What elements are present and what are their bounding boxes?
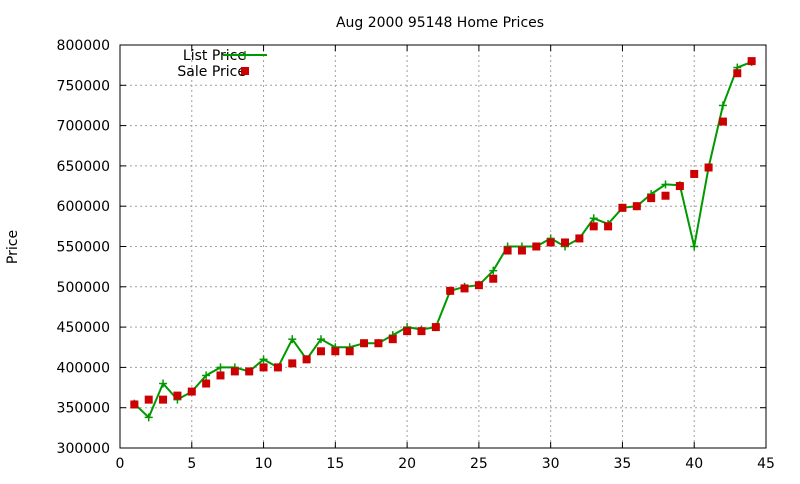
- list-price-point: [288, 335, 297, 344]
- sale-price-point: [546, 238, 555, 247]
- sale-price-point: [216, 371, 225, 380]
- legend-label-sale-price: Sale Price: [177, 64, 246, 80]
- list-price-point: [690, 242, 699, 251]
- y-tick-label: 450000: [57, 320, 110, 336]
- sale-price-point: [503, 246, 512, 255]
- chart-title: Aug 2000 95148 Home Prices: [336, 15, 544, 31]
- sale-price-point: [230, 367, 239, 376]
- sale-price-point: [675, 182, 684, 191]
- sale-price-point: [388, 335, 397, 344]
- sale-price-point: [187, 387, 196, 396]
- list-price-point: [589, 214, 598, 223]
- x-tick-label: 0: [116, 456, 125, 472]
- sale-price-point: [474, 281, 483, 290]
- x-tick-label: 5: [187, 456, 196, 472]
- sale-price-point: [202, 379, 211, 388]
- x-tick-label: 35: [614, 456, 632, 472]
- sale-price-point: [374, 339, 383, 348]
- sale-price-point: [446, 286, 455, 295]
- list-price-point: [661, 180, 670, 189]
- sale-price-point: [159, 395, 168, 404]
- sale-price-point: [345, 347, 354, 356]
- sale-price-point: [618, 203, 627, 212]
- y-tick-label: 550000: [57, 240, 110, 256]
- sale-price-point: [460, 284, 469, 293]
- sale-price-point: [417, 327, 426, 336]
- legend-label-list-price: List Price: [183, 48, 246, 64]
- sale-price-point: [704, 163, 713, 172]
- sale-price-point: [144, 395, 153, 404]
- list-price-point: [216, 363, 225, 372]
- sale-price-point: [517, 246, 526, 255]
- y-tick-label: 300000: [57, 441, 110, 457]
- y-tick-label: 400000: [57, 360, 110, 376]
- sale-price-point: [589, 222, 598, 231]
- y-tick-label: 500000: [57, 280, 110, 296]
- sale-price-point: [575, 234, 584, 243]
- list-price-point: [718, 101, 727, 110]
- y-tick-label: 350000: [57, 401, 110, 417]
- list-price-line: [133, 60, 753, 420]
- list-price-point: [489, 266, 498, 275]
- legend-swatch-sale-price: [241, 67, 249, 75]
- list-price-point: [202, 371, 211, 380]
- sale-price-point: [316, 347, 325, 356]
- x-tick-label: 25: [470, 456, 488, 472]
- sale-price-point: [173, 391, 182, 400]
- sale-price-point: [403, 327, 412, 336]
- legend: List Price Sale Price: [177, 48, 267, 80]
- x-tick-label: 45: [757, 456, 775, 472]
- sale-price-point: [747, 57, 756, 66]
- axis-ticks: 0 5 10 15 20 25 30 35 40 45 300000 350000 400000 4500…: [57, 38, 775, 472]
- sale-price-point: [632, 202, 641, 211]
- sale-price-point: [302, 355, 311, 364]
- x-tick-label: 20: [398, 456, 416, 472]
- sale-price-point: [273, 363, 282, 372]
- sale-price-point: [733, 69, 742, 78]
- y-tick-label: 700000: [57, 119, 110, 135]
- sale-price-point: [245, 367, 254, 376]
- sale-price-point: [690, 169, 699, 178]
- list-price-point: [159, 379, 168, 388]
- x-tick-label: 30: [542, 456, 560, 472]
- list-price-point: [259, 355, 268, 364]
- legend-marker-list-price: [241, 51, 249, 59]
- list-price-point: [144, 413, 153, 422]
- y-axis-label: Price: [5, 230, 21, 264]
- sale-price-point: [661, 191, 670, 200]
- x-tick-label: 15: [326, 456, 344, 472]
- sale-price-point: [647, 194, 656, 203]
- sale-price-point: [489, 274, 498, 283]
- series-sale-price: [130, 57, 756, 409]
- x-tick-label: 10: [255, 456, 273, 472]
- sale-price-point: [561, 238, 570, 247]
- sale-price-point: [259, 363, 268, 372]
- sale-price-point: [331, 347, 340, 356]
- y-tick-label: 650000: [57, 159, 110, 175]
- y-tick-label: 750000: [57, 78, 110, 94]
- data-series: [130, 57, 756, 422]
- sale-price-point: [130, 400, 139, 409]
- x-tick-label: 40: [685, 456, 703, 472]
- sale-price-point: [532, 242, 541, 251]
- grid-lines: [120, 45, 766, 448]
- y-tick-label: 800000: [57, 38, 110, 54]
- sale-price-point: [431, 323, 440, 332]
- y-tick-label: 600000: [57, 199, 110, 215]
- sale-price-point: [604, 222, 613, 231]
- series-list-price: [130, 57, 756, 422]
- sale-price-point: [288, 359, 297, 368]
- sale-price-point: [718, 117, 727, 126]
- sale-price-point: [360, 339, 369, 348]
- list-price-point: [316, 335, 325, 344]
